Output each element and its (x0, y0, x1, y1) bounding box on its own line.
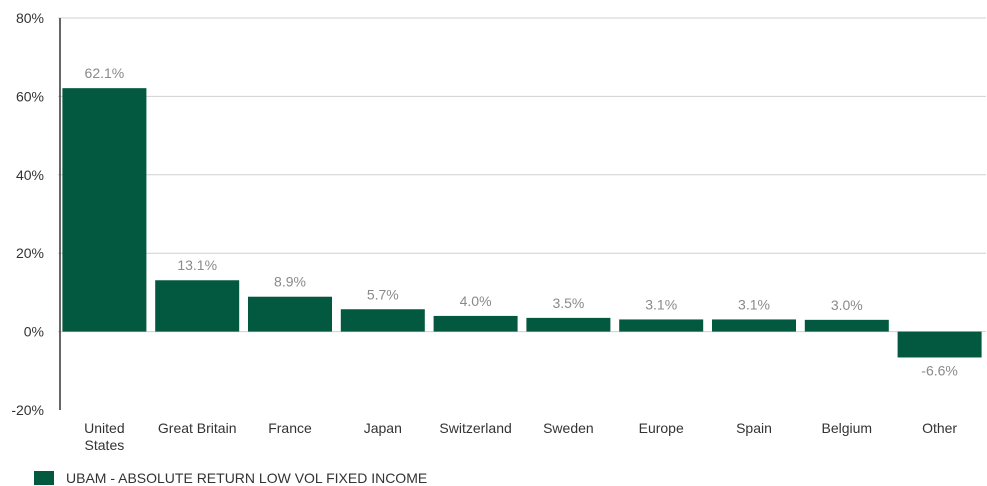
data-label: 3.0% (831, 297, 863, 313)
category-label: Belgium (822, 420, 873, 436)
bar (155, 280, 240, 332)
bar (897, 331, 982, 358)
legend-label: UBAM - ABSOLUTE RETURN LOW VOL FIXED INC… (66, 470, 428, 486)
legend-swatch (34, 471, 54, 485)
category-label: States (85, 437, 125, 453)
y-axis-tick-labels: -20% 0% 20% 40% 60% 80% (11, 10, 44, 418)
data-label: 8.9% (274, 274, 306, 290)
data-label: 62.1% (85, 65, 125, 81)
data-labels: 62.1% 13.1% 8.9% 5.7% 4.0% 3.5% 3.1% 3.1% 3.0% -6… (85, 65, 958, 378)
category-label: Japan (364, 420, 402, 436)
bars (62, 88, 982, 358)
data-label: 3.5% (552, 295, 584, 311)
bar (248, 296, 332, 332)
y-tick-label: 40% (16, 167, 44, 183)
category-label: Sweden (543, 420, 594, 436)
bar (619, 319, 704, 332)
data-label: 4.0% (460, 293, 492, 309)
legend: UBAM - ABSOLUTE RETURN LOW VOL FIXED INC… (34, 470, 427, 486)
bar (340, 309, 425, 332)
bar (62, 88, 147, 332)
bar (712, 319, 796, 332)
bar-chart: -20% 0% 20% 40% 60% 80% 62.1% 13.1% 8.9% 5.7% 4.0… (11, 10, 986, 453)
bar (804, 319, 889, 332)
category-label: Europe (639, 420, 684, 436)
category-label: Spain (736, 420, 772, 436)
y-tick-label: 60% (16, 88, 44, 104)
category-label: Switzerland (439, 420, 511, 436)
category-label: France (268, 420, 312, 436)
y-tick-label: 80% (16, 10, 44, 26)
category-label: United (84, 420, 124, 436)
y-tick-label: -20% (11, 402, 44, 418)
data-label: 3.1% (645, 296, 677, 312)
category-label: Other (922, 420, 957, 436)
category-label: Great Britain (158, 420, 237, 436)
data-label: 3.1% (738, 296, 770, 312)
data-label: 13.1% (177, 257, 217, 273)
y-tick-label: 20% (16, 245, 44, 261)
bar (433, 315, 518, 332)
data-label: 5.7% (367, 286, 399, 302)
y-tick-label: 0% (24, 324, 44, 340)
data-label: -6.6% (921, 362, 958, 378)
bar (526, 317, 611, 332)
